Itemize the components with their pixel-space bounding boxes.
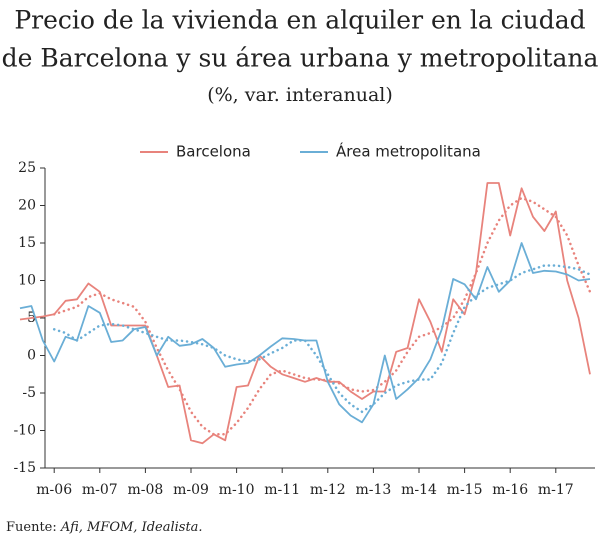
series-line (19, 182, 591, 445)
chart-title: de Barcelona y su área urbana y metropol… (2, 44, 599, 73)
x-tick-label: m-09 (173, 482, 209, 498)
x-tick-label: m-11 (264, 482, 300, 498)
y-tick-label: -15 (13, 460, 36, 476)
x-tick-label: m-06 (36, 482, 72, 498)
trend-line (52, 264, 592, 414)
source-text: Afi, MFOM, Idealista. (60, 520, 203, 535)
chart-title: Precio de la vivienda en alquiler en la … (14, 6, 585, 35)
y-tick-label: 0 (27, 348, 36, 364)
y-tick-label: 15 (18, 235, 36, 251)
x-tick-label: m-17 (538, 482, 574, 498)
legend-label: Área metropolitana (336, 142, 481, 161)
x-tick-label: m-12 (310, 482, 346, 498)
x-tick-label: m-07 (82, 482, 118, 498)
series-line (19, 242, 591, 424)
x-tick-label: m-15 (447, 482, 483, 498)
y-tick-label: -10 (13, 423, 36, 439)
y-tick-label: 25 (18, 160, 36, 176)
y-tick-label: -5 (22, 385, 36, 401)
x-tick-label: m-08 (127, 482, 163, 498)
chart-subtitle: (%, var. interanual) (207, 84, 393, 106)
x-tick-label: m-13 (355, 482, 391, 498)
x-tick-label: m-10 (219, 482, 255, 498)
x-tick-label: m-16 (492, 482, 528, 498)
y-tick-label: 10 (18, 273, 36, 289)
legend-label: Barcelona (176, 143, 251, 161)
source-label: Fuente: (6, 520, 57, 535)
y-tick-label: 20 (18, 198, 36, 214)
source: Fuente: Afi, MFOM, Idealista. (6, 520, 203, 535)
x-tick-label: m-14 (401, 482, 437, 498)
